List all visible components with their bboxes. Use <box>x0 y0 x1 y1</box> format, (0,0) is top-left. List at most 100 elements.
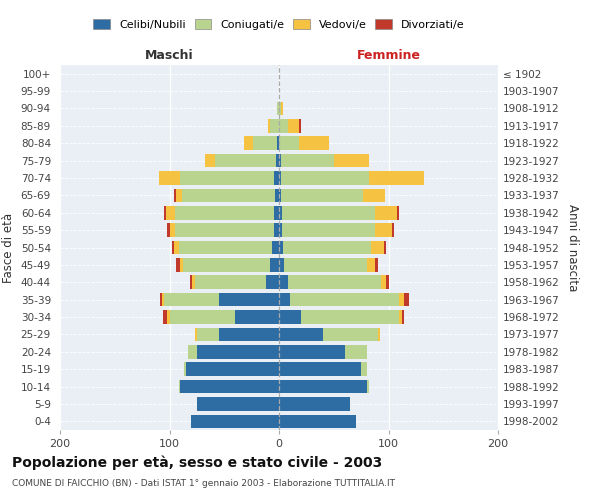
Bar <box>281 171 369 185</box>
Bar <box>279 102 281 115</box>
Bar <box>301 310 400 324</box>
Bar <box>367 258 376 272</box>
Bar <box>279 414 356 428</box>
Y-axis label: Anni di nascita: Anni di nascita <box>566 204 579 291</box>
Bar <box>279 397 350 410</box>
Bar <box>205 154 215 168</box>
Bar <box>384 240 386 254</box>
Bar <box>299 136 329 150</box>
Bar <box>367 380 369 394</box>
Bar <box>282 206 376 220</box>
Bar <box>276 154 279 168</box>
Bar <box>281 102 283 115</box>
Bar <box>279 276 288 289</box>
Bar <box>277 102 279 115</box>
Text: Popolazione per età, sesso e stato civile - 2003: Popolazione per età, sesso e stato civil… <box>12 455 382 469</box>
Bar <box>377 328 380 341</box>
Bar <box>283 240 371 254</box>
Bar <box>181 380 279 394</box>
Bar <box>272 240 279 254</box>
Legend: Celibi/Nubili, Coniugati/e, Vedovi/e, Divorziati/e: Celibi/Nubili, Coniugati/e, Vedovi/e, Di… <box>90 16 468 34</box>
Text: COMUNE DI FAICCHIO (BN) - Dati ISTAT 1° gennaio 2003 - Elaborazione TUTTITALIA.I: COMUNE DI FAICCHIO (BN) - Dati ISTAT 1° … <box>12 479 395 488</box>
Bar <box>186 362 279 376</box>
Bar <box>166 206 175 220</box>
Bar <box>369 171 424 185</box>
Bar <box>181 258 182 272</box>
Bar <box>158 171 181 185</box>
Bar <box>274 224 279 237</box>
Bar <box>344 345 367 358</box>
Bar <box>170 224 175 237</box>
Bar <box>404 293 409 306</box>
Bar <box>182 188 275 202</box>
Bar <box>175 224 274 237</box>
Bar <box>163 310 167 324</box>
Bar <box>184 362 186 376</box>
Bar <box>160 293 162 306</box>
Bar <box>235 310 279 324</box>
Bar <box>219 328 279 341</box>
Bar <box>279 328 323 341</box>
Bar <box>174 240 179 254</box>
Bar <box>290 293 400 306</box>
Bar <box>288 119 299 132</box>
Bar <box>193 276 194 289</box>
Bar <box>253 136 277 150</box>
Bar <box>274 171 279 185</box>
Bar <box>279 362 361 376</box>
Bar <box>299 119 301 132</box>
Bar <box>401 310 404 324</box>
Bar <box>279 345 344 358</box>
Bar <box>197 345 279 358</box>
Bar <box>400 310 401 324</box>
Bar <box>281 154 334 168</box>
Bar <box>190 276 193 289</box>
Bar <box>279 224 282 237</box>
Bar <box>266 276 279 289</box>
Bar <box>191 414 279 428</box>
Bar <box>364 188 385 202</box>
Bar <box>270 258 279 272</box>
Bar <box>282 224 376 237</box>
Bar <box>279 154 281 168</box>
Bar <box>174 188 176 202</box>
Bar <box>197 397 279 410</box>
Bar <box>284 258 367 272</box>
Bar <box>270 119 279 132</box>
Bar <box>188 345 197 358</box>
Bar <box>167 224 170 237</box>
Bar <box>376 224 392 237</box>
Bar <box>279 258 284 272</box>
Bar <box>164 206 166 220</box>
Bar <box>279 171 281 185</box>
Bar <box>172 240 174 254</box>
Bar <box>244 136 253 150</box>
Y-axis label: Fasce di età: Fasce di età <box>2 212 15 282</box>
Bar <box>376 258 377 272</box>
Bar <box>268 119 270 132</box>
Bar <box>197 328 219 341</box>
Bar <box>281 188 364 202</box>
Bar <box>361 362 367 376</box>
Bar <box>334 154 369 168</box>
Bar <box>381 276 386 289</box>
Bar <box>194 276 266 289</box>
Bar <box>279 206 282 220</box>
Bar <box>275 188 279 202</box>
Bar <box>397 206 400 220</box>
Bar <box>175 206 274 220</box>
Bar <box>323 328 377 341</box>
Bar <box>219 293 279 306</box>
Bar <box>194 328 197 341</box>
Bar <box>176 258 181 272</box>
Text: Femmine: Femmine <box>356 48 421 62</box>
Bar <box>279 136 299 150</box>
Bar <box>400 293 404 306</box>
Bar <box>164 293 219 306</box>
Bar <box>279 240 283 254</box>
Bar <box>392 224 394 237</box>
Bar <box>176 188 182 202</box>
Bar <box>162 293 164 306</box>
Bar <box>288 276 381 289</box>
Bar <box>215 154 276 168</box>
